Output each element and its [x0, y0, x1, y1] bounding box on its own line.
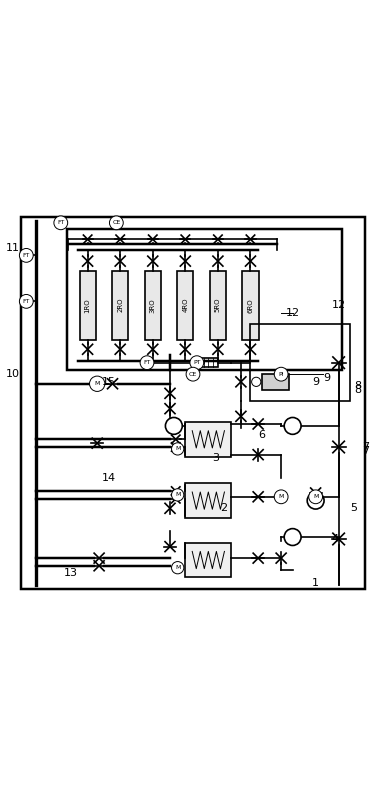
- Circle shape: [274, 367, 288, 381]
- Text: 1RO: 1RO: [85, 298, 91, 313]
- Text: 1: 1: [312, 578, 319, 588]
- Circle shape: [54, 216, 68, 229]
- Text: 4RO: 4RO: [182, 298, 188, 313]
- Bar: [251, 324, 350, 401]
- Circle shape: [284, 418, 301, 435]
- Text: 14: 14: [102, 472, 116, 483]
- Circle shape: [19, 249, 33, 262]
- Circle shape: [90, 376, 105, 391]
- Text: FT: FT: [57, 221, 64, 225]
- Text: 11: 11: [6, 243, 20, 253]
- Circle shape: [309, 490, 323, 504]
- Text: FT: FT: [23, 253, 30, 258]
- Text: 9: 9: [323, 373, 331, 383]
- Text: PI: PI: [278, 371, 284, 377]
- Circle shape: [19, 294, 33, 308]
- Circle shape: [186, 367, 200, 381]
- Circle shape: [171, 488, 184, 501]
- Text: 4: 4: [331, 534, 339, 544]
- Text: M: M: [278, 494, 284, 500]
- Text: 6: 6: [259, 431, 266, 440]
- Text: CE: CE: [189, 371, 197, 377]
- Text: M: M: [175, 565, 180, 570]
- Bar: [242, 271, 259, 340]
- Bar: [199, 358, 218, 367]
- Bar: [185, 543, 231, 577]
- Text: CE: CE: [112, 221, 120, 225]
- Circle shape: [171, 561, 184, 574]
- Text: M: M: [313, 494, 318, 500]
- Text: 3RO: 3RO: [150, 298, 156, 313]
- Text: 5: 5: [350, 504, 357, 513]
- Text: 8: 8: [354, 381, 361, 391]
- Circle shape: [171, 443, 184, 455]
- Text: 6RO: 6RO: [247, 298, 254, 313]
- Text: M: M: [175, 447, 180, 452]
- Text: 7: 7: [362, 442, 369, 452]
- Text: FT: FT: [23, 299, 30, 304]
- Text: 8: 8: [354, 384, 361, 395]
- Bar: [80, 271, 96, 340]
- Text: 13: 13: [63, 569, 77, 578]
- Text: 10: 10: [6, 369, 20, 379]
- Text: 12: 12: [332, 300, 346, 310]
- Circle shape: [274, 490, 288, 504]
- Circle shape: [110, 216, 123, 229]
- Bar: [112, 271, 128, 340]
- Circle shape: [284, 529, 301, 545]
- Text: 5RO: 5RO: [215, 298, 221, 313]
- Circle shape: [252, 377, 261, 387]
- Bar: [145, 271, 161, 340]
- Text: 7: 7: [362, 446, 369, 456]
- Bar: [66, 229, 342, 371]
- Text: 2RO: 2RO: [117, 298, 123, 313]
- Circle shape: [140, 356, 154, 370]
- Circle shape: [307, 492, 324, 509]
- Bar: [185, 484, 231, 518]
- Circle shape: [190, 356, 204, 370]
- Text: M: M: [95, 381, 100, 387]
- Text: 3: 3: [213, 453, 220, 464]
- Bar: [177, 271, 193, 340]
- Text: 15: 15: [102, 377, 116, 387]
- Text: 2: 2: [220, 504, 227, 513]
- Text: 9: 9: [312, 377, 319, 387]
- Text: FT: FT: [143, 360, 151, 365]
- Text: 12: 12: [286, 308, 300, 318]
- Bar: [185, 422, 231, 456]
- Circle shape: [166, 418, 182, 435]
- Bar: [210, 271, 226, 340]
- Text: PT: PT: [193, 360, 201, 365]
- Bar: [262, 375, 289, 390]
- Text: M: M: [175, 492, 180, 497]
